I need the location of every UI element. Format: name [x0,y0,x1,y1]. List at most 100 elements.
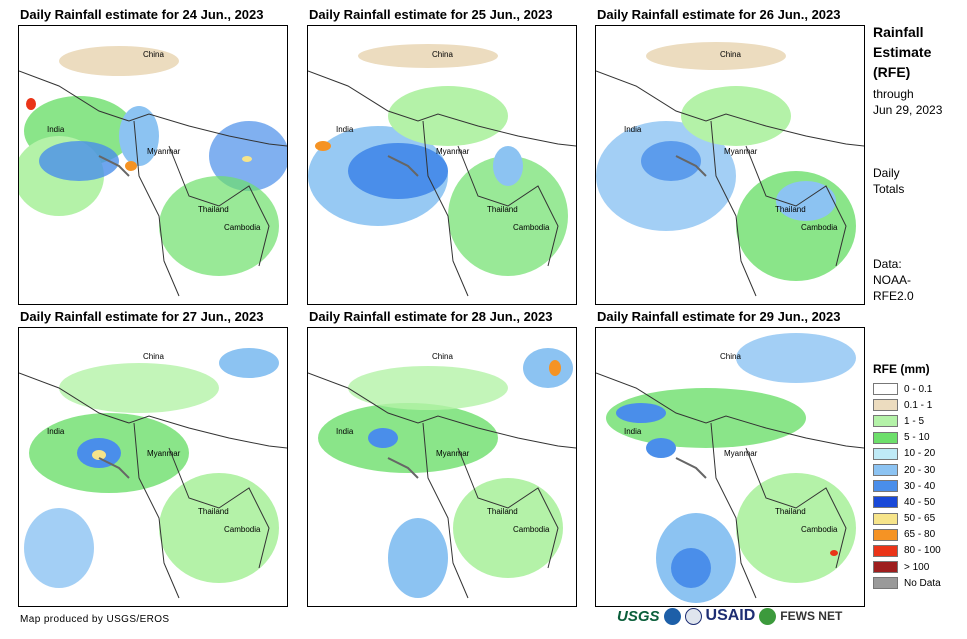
panel-title: Daily Rainfall estimate for 25 Jun., 202… [309,7,553,22]
legend-item: 5 - 10 [873,430,941,446]
daily-label: Daily [873,166,900,180]
legend-item: 40 - 50 [873,494,941,510]
legend-item: 0.1 - 1 [873,397,941,413]
map-panel-3: Daily Rainfall estimate for 26 Jun., 202… [595,7,885,312]
legend-label: 10 - 20 [904,448,936,460]
legend-item: 30 - 40 [873,478,941,494]
rainfall-map: China India Myanmar Thailand Cambodia [18,25,288,305]
data-source-2: RFE2.0 [873,289,914,303]
label-china: China [720,50,741,59]
label-myanmar: Myanmar [436,449,470,458]
map-graphic [308,44,576,297]
legend-label: 50 - 65 [904,513,936,525]
title-line-1: Rainfall [873,24,924,40]
label-china: China [432,50,453,59]
map-panel-1: Daily Rainfall estimate for 24 Jun., 202… [18,7,308,312]
legend-label: > 100 [904,561,930,573]
map-graphic [596,42,864,297]
legend-item: 50 - 65 [873,511,941,527]
legend-label: 0.1 - 1 [904,399,933,411]
fews-net-logo: FEWS NET [780,609,843,623]
label-cambodia: Cambodia [513,223,550,232]
map-graphic [596,333,864,603]
label-india: India [336,427,354,436]
fews-globe-icon [759,607,777,625]
legend-item: 1 - 5 [873,413,941,429]
label-cambodia: Cambodia [224,223,261,232]
label-cambodia: Cambodia [513,525,550,534]
label-china: China [720,352,741,361]
legend-item: 65 - 80 [873,527,941,543]
legend-label: 80 - 100 [904,545,941,557]
data-source-1: NOAA- [873,273,912,287]
legend-label: 0 - 0.1 [904,383,933,395]
label-cambodia: Cambodia [224,525,261,534]
label-myanmar: Myanmar [147,147,181,156]
label-india: India [47,427,65,436]
label-china: China [143,50,164,59]
map-panel-2: Daily Rainfall estimate for 25 Jun., 202… [307,7,597,312]
legend-swatch [873,512,898,525]
legend-label: 40 - 50 [904,496,936,508]
title-line-2: Estimate [873,44,932,60]
label-india: India [624,427,642,436]
legend-label: 30 - 40 [904,480,936,492]
legend-item: 10 - 20 [873,446,941,462]
label-myanmar: Myanmar [724,449,758,458]
legend-swatch [873,415,898,428]
legend-item: 20 - 30 [873,462,941,478]
label-cambodia: Cambodia [801,525,838,534]
legend-label: 1 - 5 [904,415,925,427]
map-credit: Map produced by USGS/EROS [20,614,170,625]
label-china: China [143,352,164,361]
partner-logos: USGS USAID FEWS NET [617,607,842,625]
label-india: India [336,125,354,134]
panel-title: Daily Rainfall estimate for 27 Jun., 202… [20,309,264,324]
legend-swatch [873,431,898,444]
usgs-logo: USGS [617,607,660,625]
label-thailand: Thailand [198,507,229,516]
legend-item: 0 - 0.1 [873,381,941,397]
label-thailand: Thailand [775,205,806,214]
title-line-3: (RFE) [873,64,911,80]
legend-swatch [873,383,898,396]
legend-item: > 100 [873,559,941,575]
panel-title: Daily Rainfall estimate for 29 Jun., 202… [597,309,841,324]
panel-title: Daily Rainfall estimate for 24 Jun., 202… [20,7,264,22]
label-china: China [432,352,453,361]
map-graphic [19,46,287,297]
label-thailand: Thailand [775,507,806,516]
label-thailand: Thailand [487,507,518,516]
legend-label: No Data [904,577,941,589]
panel-title: Daily Rainfall estimate for 26 Jun., 202… [597,7,841,22]
label-india: India [47,125,65,134]
rainfall-map: China India Myanmar Thailand Cambodia [595,327,865,607]
label-india: India [624,125,642,134]
legend-title: RFE (mm) [873,362,930,376]
legend-swatch [873,528,898,541]
legend-swatch [873,447,898,460]
panel-title: Daily Rainfall estimate for 28 Jun., 202… [309,309,553,324]
legend-swatch [873,544,898,557]
rainfall-map: China India Myanmar Thailand Cambodia [307,327,577,607]
label-myanmar: Myanmar [724,147,758,156]
legend-swatch [873,496,898,509]
label-cambodia: Cambodia [801,223,838,232]
legend: 0 - 0.1 0.1 - 1 1 - 5 5 - 10 10 - 20 20 … [873,381,941,591]
legend-swatch [873,399,898,412]
rainfall-map: China India Myanmar Thailand Cambodia [18,327,288,607]
through-date: Jun 29, 2023 [873,103,943,117]
noaa-logo-icon [663,607,681,625]
through-label: through [873,87,914,101]
totals-label: Totals [873,182,905,196]
rainfall-map: China India Myanmar Thailand Cambodia [307,25,577,305]
legend-label: 5 - 10 [904,432,930,444]
map-panel-4: Daily Rainfall estimate for 27 Jun., 202… [18,309,308,614]
rainfall-map: China India Myanmar Thailand Cambodia [595,25,865,305]
legend-swatch [873,464,898,477]
legend-item: No Data [873,575,941,591]
legend-item: 80 - 100 [873,543,941,559]
data-label: Data: [873,257,902,271]
label-thailand: Thailand [487,205,518,214]
map-graphic [308,348,576,599]
